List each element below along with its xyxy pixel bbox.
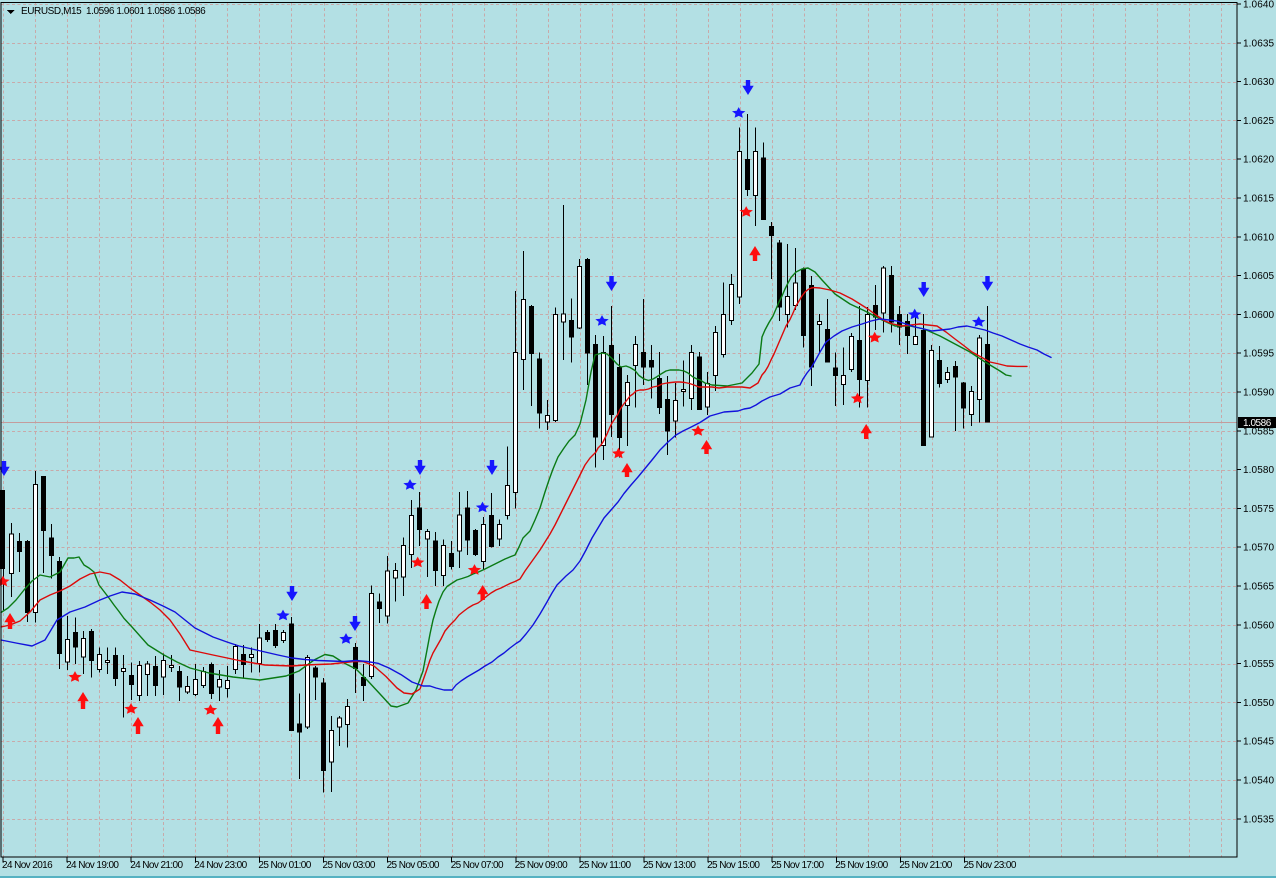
- svg-text:1.0535: 1.0535: [1243, 814, 1275, 825]
- svg-text:1.0610: 1.0610: [1243, 232, 1275, 243]
- svg-text:1.0620: 1.0620: [1243, 155, 1275, 166]
- svg-text:1.0560: 1.0560: [1243, 620, 1275, 631]
- svg-text:25 Nov 19:00: 25 Nov 19:00: [835, 860, 888, 871]
- svg-text:24 Nov 23:00: 24 Nov 23:00: [194, 860, 247, 871]
- svg-text:25 Nov 07:00: 25 Nov 07:00: [451, 860, 504, 871]
- svg-text:25 Nov 17:00: 25 Nov 17:00: [771, 860, 824, 871]
- svg-text:EURUSD,M15 1.0596 1.0601 1.05: EURUSD,M15 1.0596 1.0601 1.0586 1.0586: [21, 6, 206, 17]
- svg-text:1.0580: 1.0580: [1243, 465, 1275, 476]
- svg-text:1.0615: 1.0615: [1243, 194, 1275, 205]
- svg-text:24 Nov 2016: 24 Nov 2016: [2, 860, 53, 871]
- svg-text:1.0640: 1.0640: [1243, 0, 1275, 11]
- svg-text:1.0586: 1.0586: [1243, 418, 1272, 429]
- svg-text:1.0635: 1.0635: [1243, 38, 1275, 49]
- svg-text:1.0605: 1.0605: [1243, 271, 1275, 282]
- svg-text:25 Nov 01:00: 25 Nov 01:00: [258, 860, 311, 871]
- svg-text:1.0565: 1.0565: [1243, 582, 1275, 593]
- svg-text:1.0570: 1.0570: [1243, 543, 1275, 554]
- svg-text:1.0575: 1.0575: [1243, 504, 1275, 515]
- svg-text:24 Nov 19:00: 24 Nov 19:00: [66, 860, 119, 871]
- svg-text:1.0595: 1.0595: [1243, 349, 1275, 360]
- svg-text:25 Nov 11:00: 25 Nov 11:00: [579, 860, 632, 871]
- svg-text:1.0590: 1.0590: [1243, 388, 1275, 399]
- svg-text:25 Nov 23:00: 25 Nov 23:00: [964, 860, 1017, 871]
- svg-text:1.0555: 1.0555: [1243, 659, 1275, 670]
- svg-text:25 Nov 09:00: 25 Nov 09:00: [515, 860, 568, 871]
- svg-text:25 Nov 03:00: 25 Nov 03:00: [323, 860, 376, 871]
- svg-text:1.0545: 1.0545: [1243, 737, 1275, 748]
- svg-text:25 Nov 05:00: 25 Nov 05:00: [387, 860, 440, 871]
- svg-text:25 Nov 13:00: 25 Nov 13:00: [643, 860, 696, 871]
- svg-text:1.0625: 1.0625: [1243, 116, 1275, 127]
- svg-text:1.0540: 1.0540: [1243, 776, 1275, 787]
- svg-text:1.0550: 1.0550: [1243, 698, 1275, 709]
- svg-text:24 Nov 21:00: 24 Nov 21:00: [130, 860, 183, 871]
- svg-text:1.0585: 1.0585: [1243, 426, 1275, 437]
- svg-text:1.0600: 1.0600: [1243, 310, 1275, 321]
- svg-text:25 Nov 15:00: 25 Nov 15:00: [707, 860, 760, 871]
- svg-text:25 Nov 21:00: 25 Nov 21:00: [899, 860, 952, 871]
- svg-text:1.0630: 1.0630: [1243, 77, 1275, 88]
